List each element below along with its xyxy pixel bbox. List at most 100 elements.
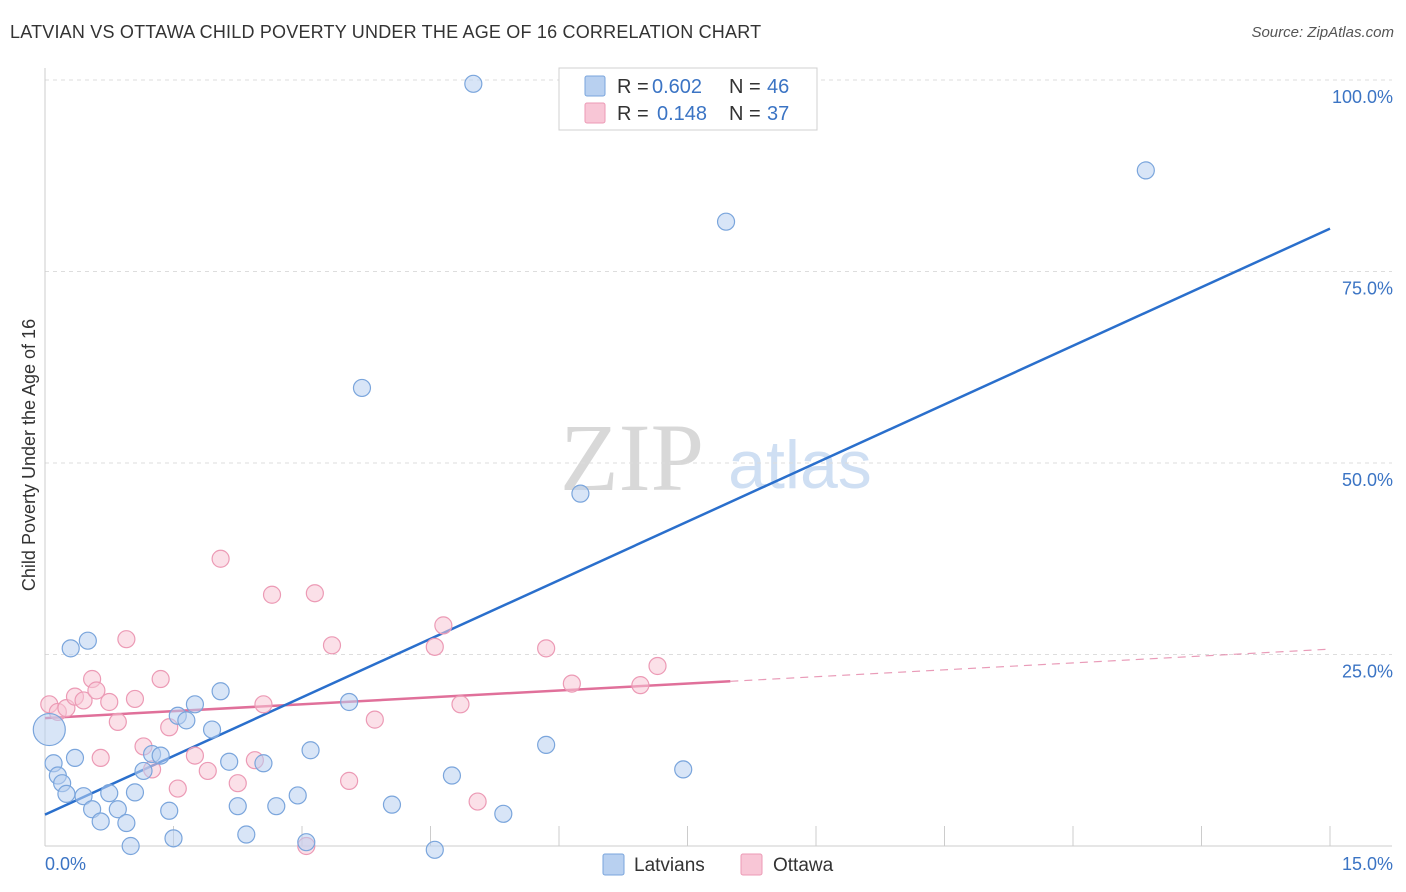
ottawa-point bbox=[365, 710, 384, 729]
ottawa-point bbox=[322, 636, 342, 655]
y-tick-labels: 25.0% 50.0% 75.0% 100.0% bbox=[1332, 87, 1393, 682]
ottawa-point bbox=[100, 692, 119, 712]
y-tick-label: 75.0% bbox=[1342, 279, 1393, 299]
bottom-legend: Latvians Ottawa bbox=[602, 853, 834, 876]
latvians-point bbox=[220, 752, 239, 771]
legend: R = 0.602 N = 46 R = 0.148 N = 37 bbox=[558, 67, 818, 131]
latvians-point bbox=[464, 74, 483, 93]
ottawa-point bbox=[108, 712, 127, 732]
bottom-legend-ottawa: Ottawa bbox=[773, 855, 834, 876]
latvians-point bbox=[340, 692, 359, 712]
latvians-point bbox=[674, 760, 693, 779]
latvians-point bbox=[91, 812, 110, 831]
latvians-point bbox=[288, 786, 307, 805]
x-tick-labels: 0.0% 15.0% bbox=[45, 854, 1393, 874]
legend-n-value-ottawa: 37 bbox=[767, 103, 789, 125]
latvians-point bbox=[254, 754, 273, 773]
latvians-point bbox=[237, 825, 256, 844]
latvians-point bbox=[160, 801, 179, 820]
ottawa-point bbox=[91, 748, 110, 768]
legend-r-value-latvians: 0.602 bbox=[652, 76, 702, 98]
ottawa-point bbox=[168, 779, 187, 798]
watermark-atlas: atlas bbox=[728, 427, 872, 503]
latvians-point bbox=[442, 766, 462, 785]
y-tick-label: 100.0% bbox=[1332, 87, 1393, 107]
legend-n-label-ottawa: N = bbox=[729, 103, 761, 125]
latvians-point bbox=[74, 787, 93, 806]
latvians-point bbox=[1136, 161, 1155, 180]
source-credit: Source: ZipAtlas.com bbox=[1251, 24, 1394, 41]
legend-r-value-ottawa: 0.148 bbox=[657, 103, 707, 125]
latvians-point bbox=[382, 795, 402, 814]
ottawa-point bbox=[305, 584, 324, 603]
ottawa-point bbox=[631, 676, 650, 695]
ottawa-point bbox=[451, 695, 470, 714]
legend-n-label-latvians: N = bbox=[729, 76, 761, 98]
ottawa-point bbox=[562, 674, 581, 693]
ottawa-point bbox=[74, 691, 93, 710]
latvians-point bbox=[571, 484, 590, 503]
ottawa-point bbox=[468, 792, 487, 811]
latvians-point bbox=[228, 797, 247, 816]
ottawa-point bbox=[87, 681, 106, 700]
ottawa-point bbox=[648, 656, 667, 676]
latvians-point bbox=[151, 746, 170, 765]
ottawa-point bbox=[151, 669, 170, 689]
trend-lines bbox=[44, 227, 1331, 816]
latvians-point bbox=[164, 829, 183, 848]
y-tick-label: 50.0% bbox=[1342, 470, 1393, 490]
latvians-point bbox=[100, 784, 119, 803]
ottawa-point bbox=[125, 689, 145, 709]
ottawa-point bbox=[254, 695, 273, 714]
latvians-point bbox=[425, 840, 444, 859]
latvians-point bbox=[177, 711, 196, 730]
latvians-point bbox=[267, 797, 286, 816]
latvians-point bbox=[134, 761, 153, 781]
ottawa-trend-line bbox=[44, 680, 731, 720]
y-tick-label: 25.0% bbox=[1342, 662, 1393, 682]
x-tick-label: 0.0% bbox=[45, 854, 86, 874]
latvians-point bbox=[65, 748, 85, 768]
ottawa-point bbox=[185, 746, 205, 765]
legend-r-label-ottawa: R = bbox=[617, 103, 649, 125]
ottawa-point bbox=[211, 549, 230, 568]
ottawa-point bbox=[262, 585, 282, 604]
ottawa-point bbox=[425, 637, 444, 656]
legend-swatch-ottawa bbox=[584, 102, 606, 124]
legend-n-value-latvians: 46 bbox=[767, 76, 789, 98]
latvians-point bbox=[117, 813, 136, 833]
chart-title: LATVIAN VS OTTAWA CHILD POVERTY UNDER TH… bbox=[10, 22, 762, 42]
latvians-trend-line bbox=[44, 227, 1331, 816]
latvians-point bbox=[125, 783, 145, 802]
latvians-point bbox=[537, 735, 556, 754]
ottawa-point bbox=[228, 774, 247, 793]
legend-r-label-latvians: R = bbox=[617, 76, 649, 98]
latvians-point bbox=[494, 804, 513, 823]
ottawa-point bbox=[198, 761, 217, 781]
latvians-point bbox=[57, 784, 76, 804]
latvians-point bbox=[185, 695, 205, 714]
grid-lines bbox=[45, 79, 1392, 655]
latvians-point bbox=[301, 741, 320, 760]
ottawa-point bbox=[117, 630, 136, 649]
latvians-point bbox=[297, 833, 316, 852]
bottom-legend-swatch-ottawa bbox=[740, 853, 763, 876]
latvians-point bbox=[78, 631, 97, 650]
axes bbox=[44, 68, 1392, 847]
latvians-point bbox=[202, 720, 222, 739]
ottawa-point bbox=[434, 616, 453, 635]
legend-swatch-latvians bbox=[584, 75, 606, 97]
latvians-points bbox=[32, 74, 1155, 859]
bottom-legend-latvians: Latvians bbox=[634, 855, 705, 876]
ottawa-point bbox=[537, 639, 556, 658]
x-tick-label: 15.0% bbox=[1342, 854, 1393, 874]
latvians-point bbox=[716, 212, 736, 231]
latvians-point bbox=[61, 639, 80, 658]
latvians-point bbox=[352, 378, 372, 398]
latvians-point bbox=[32, 712, 66, 747]
latvians-point bbox=[211, 682, 230, 701]
ottawa-point bbox=[340, 771, 359, 790]
bottom-legend-swatch-latvians bbox=[602, 853, 625, 876]
latvians-point bbox=[121, 836, 140, 856]
